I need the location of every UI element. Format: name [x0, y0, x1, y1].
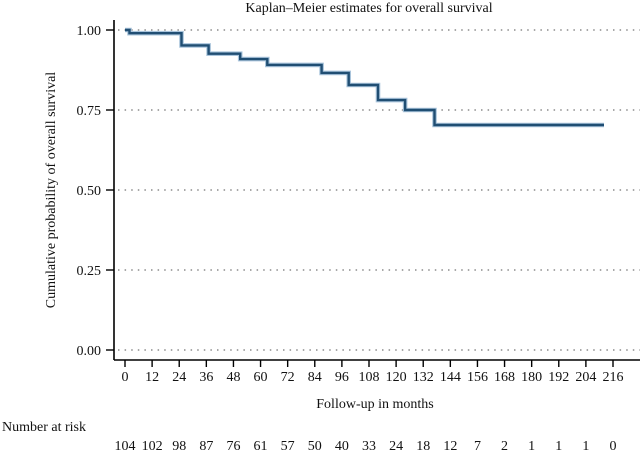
x-tick-label: 204	[575, 370, 596, 385]
y-tick-label: 0.50	[77, 184, 102, 199]
number-at-risk-row: 104 102 98 87 76 61 57 50 40 33 24 18 12 7 2 1 1 1 0	[115, 439, 617, 454]
x-tick-label: 96	[335, 370, 349, 385]
y-tick-label: 0.75	[77, 104, 102, 119]
risk-value: 18	[416, 439, 430, 454]
risk-value: 40	[335, 439, 349, 454]
x-tick-label: 48	[226, 370, 240, 385]
x-tick-label: 216	[603, 370, 624, 385]
x-tick-label: 72	[281, 370, 295, 385]
x-tick-label: 120	[386, 370, 407, 385]
x-tick-label: 36	[199, 370, 213, 385]
risk-value: 61	[254, 439, 268, 454]
x-tick-label: 192	[548, 370, 569, 385]
risk-value: 33	[362, 439, 376, 454]
x-tick-label: 108	[359, 370, 380, 385]
x-axis-label: Follow-up in months	[316, 397, 433, 412]
x-axis-ticks: 0 12 24 36 48 60 72 84 96 108 120 132 144 156 168 180 19…	[122, 360, 624, 385]
risk-value: 57	[281, 439, 295, 454]
x-tick-label: 84	[308, 370, 322, 385]
y-tick-label: 0.25	[77, 264, 102, 279]
km-curve	[125, 28, 604, 127]
x-tick-label: 24	[172, 370, 186, 385]
risk-value: 1	[528, 439, 535, 454]
x-tick-label: 0	[122, 370, 129, 385]
x-tick-label: 144	[440, 370, 461, 385]
y-tick-label: 1.00	[77, 24, 102, 39]
x-tick-label: 180	[521, 370, 542, 385]
risk-value: 24	[389, 439, 403, 454]
y-axis-title: Cumulative probability of overall surviv…	[44, 72, 59, 309]
risk-value: 98	[172, 439, 186, 454]
number-at-risk-label: Number at risk	[2, 420, 86, 435]
x-tick-label: 132	[413, 370, 434, 385]
risk-value: 76	[226, 439, 240, 454]
y-axis-ticks: 0.00 0.25 0.50 0.75 1.00	[77, 24, 114, 359]
x-tick-label: 156	[467, 370, 488, 385]
x-tick-label: 168	[494, 370, 515, 385]
gridlines	[118, 29, 640, 351]
risk-value: 12	[443, 439, 457, 454]
risk-value: 2	[501, 439, 508, 454]
risk-value: 102	[142, 439, 163, 454]
x-tick-label: 12	[145, 370, 159, 385]
y-tick-label: 0.00	[77, 344, 102, 359]
risk-value: 1	[555, 439, 562, 454]
risk-value: 0	[610, 439, 617, 454]
risk-value: 7	[474, 439, 481, 454]
risk-value: 1	[582, 439, 589, 454]
risk-value: 87	[199, 439, 213, 454]
risk-value: 104	[115, 439, 136, 454]
x-tick-label: 60	[254, 370, 268, 385]
risk-value: 50	[308, 439, 322, 454]
chart-title: Kaplan–Meier estimates for overall survi…	[245, 1, 492, 16]
